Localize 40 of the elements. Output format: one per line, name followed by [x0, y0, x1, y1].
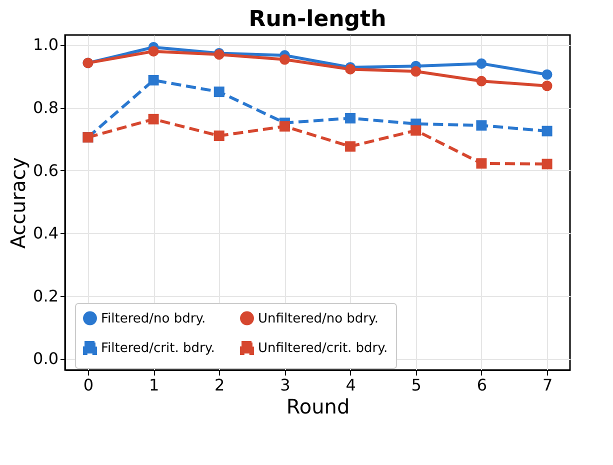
point [279, 54, 290, 65]
x-tick-label: 6 [476, 376, 488, 394]
x-tick-label: 4 [346, 376, 356, 394]
point [148, 46, 159, 57]
point [542, 158, 552, 170]
legend-label: Unfiltered/crit. bdry. [258, 341, 388, 356]
y-axis-title: Accuracy [6, 157, 30, 249]
x-tick-label: 3 [280, 376, 290, 394]
point [542, 69, 552, 80]
x-tick-label: 0 [83, 376, 94, 394]
x-axis-title: Round [286, 394, 350, 418]
x-tick-label: 5 [411, 376, 422, 394]
x-tick-label: 2 [214, 376, 225, 394]
point [542, 126, 552, 136]
point [476, 158, 487, 169]
legend-label: Unfiltered/no bdry. [258, 311, 378, 326]
y-tick-label: 0.4 [33, 224, 58, 243]
legend-label: Filtered/no bdry. [101, 311, 206, 326]
x-tick-label: 1 [148, 376, 160, 394]
legend-label: Filtered/crit. bdry. [101, 341, 215, 356]
point [214, 86, 224, 98]
point [279, 121, 290, 132]
point [476, 120, 487, 131]
point [476, 58, 487, 69]
y-tick-label: 0.2 [33, 286, 58, 306]
y-tick-label: 0.8 [33, 98, 58, 118]
point [148, 114, 159, 124]
point [476, 76, 487, 86]
point [148, 74, 159, 86]
y-tick-label: 0.0 [33, 349, 58, 368]
chart-title: Run-length [248, 7, 386, 32]
y-tick-label: 0.6 [33, 160, 58, 180]
point [345, 112, 356, 124]
point [410, 66, 422, 77]
point [345, 141, 356, 152]
y-tick-label: 1.0 [33, 35, 58, 54]
point [410, 125, 422, 136]
x-tick-label: 7 [542, 376, 553, 394]
point [542, 80, 552, 92]
point [214, 130, 224, 142]
